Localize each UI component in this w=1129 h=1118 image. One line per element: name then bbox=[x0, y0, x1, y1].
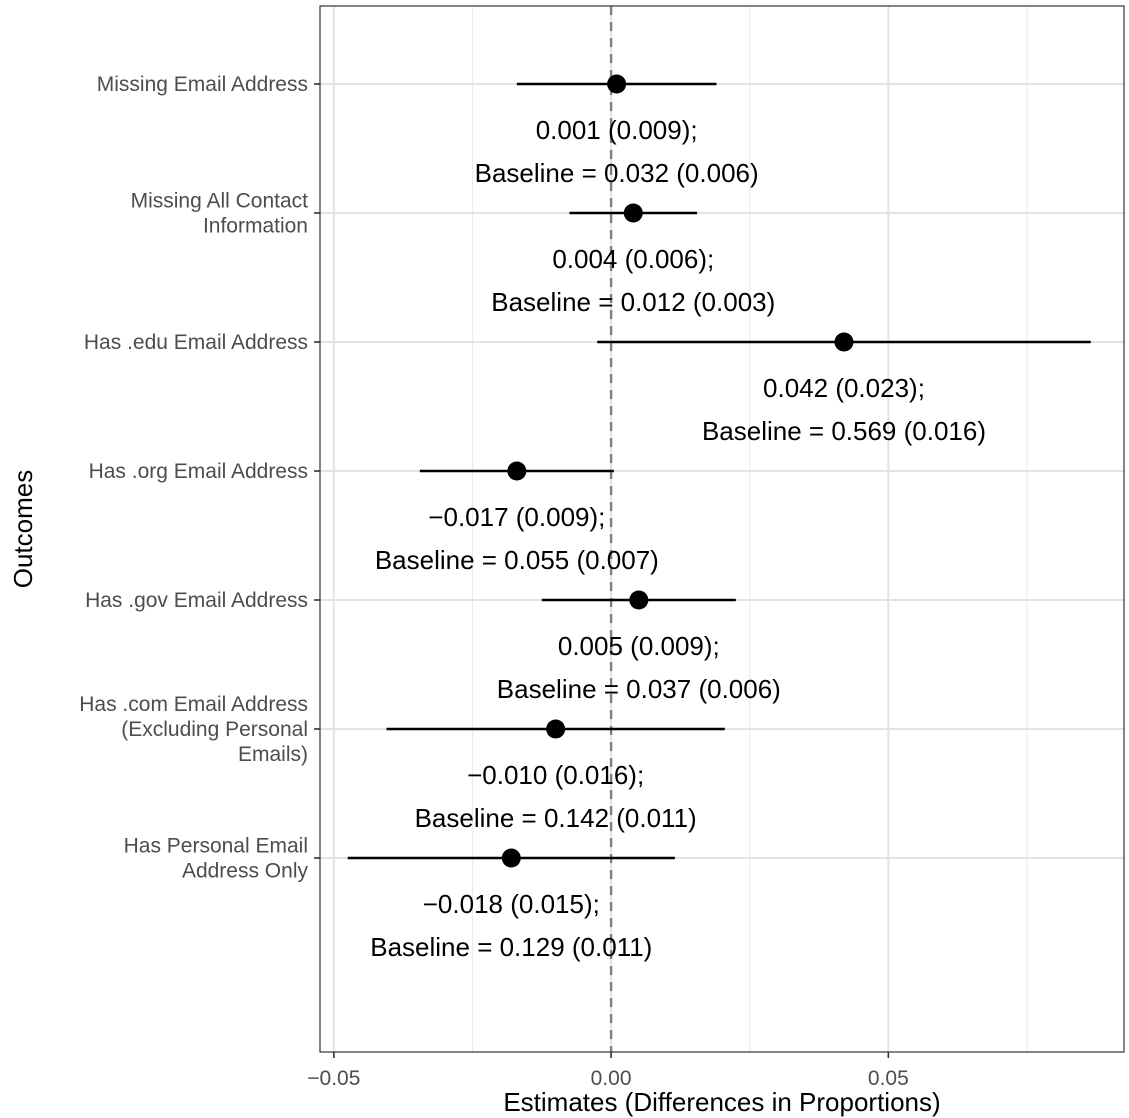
annotation-layer: 0.001 (0.009); Baseline = 0.032 (0.006) 0.… bbox=[370, 115, 986, 962]
axis-layer: Missing Email Address Missing All Contact… bbox=[79, 73, 909, 1090]
point-estimate-marker bbox=[607, 74, 627, 94]
estimate-annotation: 0.005 (0.009); bbox=[558, 631, 720, 661]
y-tick-label: Missing All Contact bbox=[131, 190, 309, 213]
y-tick-label: Missing Email Address bbox=[97, 73, 308, 96]
x-axis-title: Estimates (Differences in Proportions) bbox=[503, 1087, 940, 1117]
baseline-annotation: Baseline = 0.055 (0.007) bbox=[375, 545, 659, 575]
estimate-annotation: 0.004 (0.006); bbox=[552, 244, 714, 274]
point-estimate-marker bbox=[623, 203, 643, 223]
estimate-annotation: −0.017 (0.009); bbox=[428, 502, 605, 532]
baseline-annotation: Baseline = 0.129 (0.011) bbox=[370, 932, 652, 962]
point-estimate-marker bbox=[507, 461, 527, 481]
point-estimate-marker bbox=[834, 332, 854, 352]
baseline-annotation: Baseline = 0.142 (0.011) bbox=[415, 803, 697, 833]
baseline-annotation: Baseline = 0.032 (0.006) bbox=[475, 158, 759, 188]
y-tick-label: Emails) bbox=[238, 743, 308, 766]
y-axis-title: Outcomes bbox=[8, 470, 38, 589]
baseline-annotation: Baseline = 0.037 (0.006) bbox=[497, 674, 781, 704]
y-tick-label: Has .com Email Address bbox=[79, 693, 308, 716]
y-tick-label: Has Personal Email bbox=[124, 835, 308, 858]
point-estimate-marker bbox=[546, 719, 566, 739]
y-tick-label: Has .org Email Address bbox=[89, 460, 308, 483]
y-tick-label: Has .gov Email Address bbox=[85, 589, 308, 612]
baseline-annotation: Baseline = 0.012 (0.003) bbox=[491, 287, 775, 317]
data-layer bbox=[347, 74, 1091, 868]
estimate-annotation: −0.018 (0.015); bbox=[423, 889, 600, 919]
x-tick-label: 0.05 bbox=[868, 1067, 909, 1090]
estimate-annotation: 0.001 (0.009); bbox=[536, 115, 698, 145]
y-tick-label: Has .edu Email Address bbox=[84, 331, 308, 354]
y-tick-label: Information bbox=[203, 215, 308, 238]
x-tick-label: −0.05 bbox=[307, 1067, 360, 1090]
panel-border bbox=[319, 5, 1125, 1053]
y-tick-label: (Excluding Personal bbox=[121, 718, 308, 741]
point-estimate-marker bbox=[629, 590, 649, 610]
estimate-annotation: 0.042 (0.023); bbox=[763, 373, 925, 403]
baseline-annotation: Baseline = 0.569 (0.016) bbox=[702, 416, 986, 446]
x-tick-label: 0.00 bbox=[591, 1067, 632, 1090]
y-tick-label: Address Only bbox=[182, 860, 309, 883]
estimate-annotation: −0.010 (0.016); bbox=[467, 760, 644, 790]
point-estimate-marker bbox=[501, 848, 521, 868]
